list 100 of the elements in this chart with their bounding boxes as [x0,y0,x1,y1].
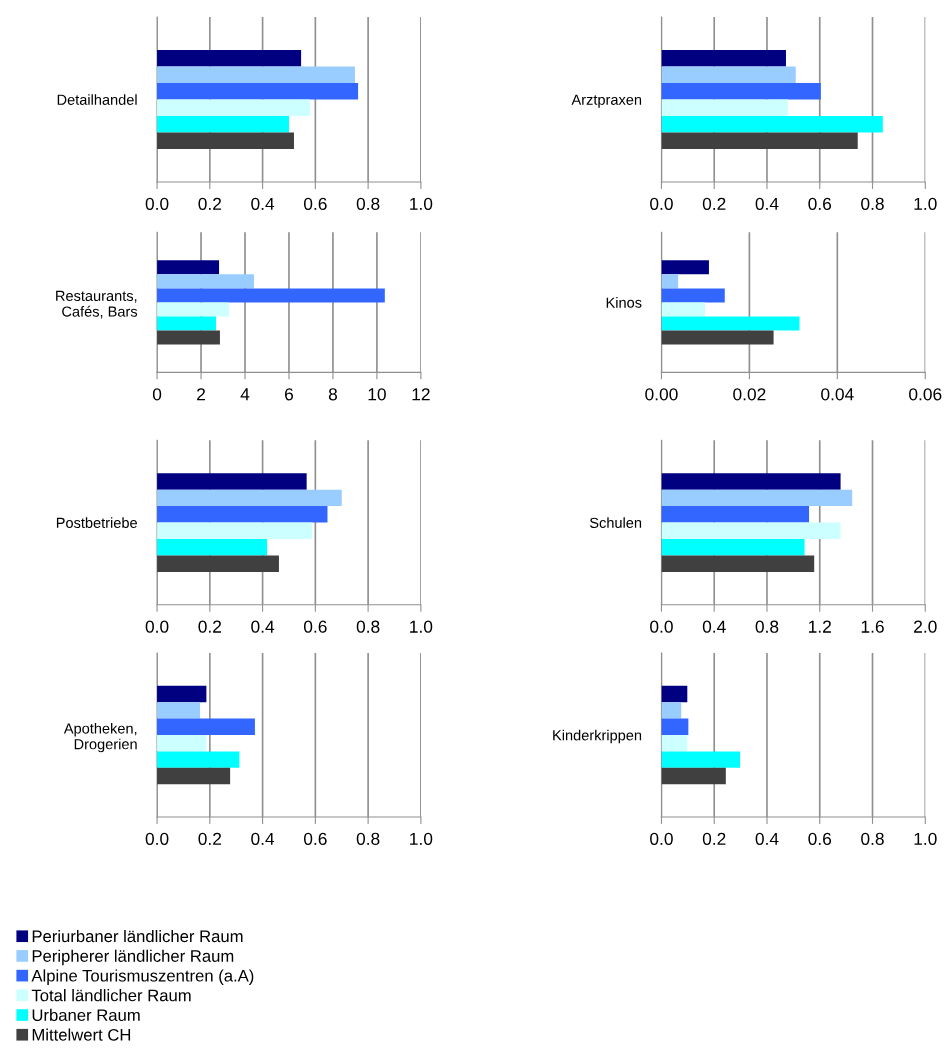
bar [157,735,207,752]
x-tick-label: 0.2 [702,832,726,845]
bar [157,82,359,100]
bar [157,702,201,719]
x-tick-label: 0.0 [650,832,673,845]
legend-label: Urbaner Raum [32,1008,140,1022]
bar [661,718,689,736]
x-tick-label: 10 [368,388,386,401]
x-tick-label: 1.0 [914,197,937,210]
bar [661,316,800,331]
x-tick-label: 12 [412,388,430,401]
bar [157,685,207,703]
x-tick-label: 8 [328,388,338,401]
y-tick-label: Schulen [589,517,642,528]
bar [661,473,841,490]
x-tick-label: 0.6 [303,832,327,845]
bar [661,538,805,556]
x-tick-label: 0.2 [198,620,222,633]
x-tick-label: 0.8 [356,832,380,845]
bar [661,751,741,768]
x-tick-label: 1.0 [410,620,433,633]
x-tick-label: 0.0 [145,832,169,845]
bar [157,538,268,556]
bar [661,330,774,345]
bar [157,302,229,317]
bar [661,489,853,507]
x-tick-label: 0.0 [145,197,169,210]
x-tick-label: 0.8 [861,197,884,210]
x-tick-label: 0.4 [755,197,779,210]
bar [661,260,709,275]
bar [661,767,726,785]
x-tick-label: 2 [197,388,205,401]
x-tick-label: 1.0 [410,197,433,210]
bar [661,302,705,317]
y-tick-label: Restaurants, Cafés, Bars [56,290,138,319]
x-tick-label: 0.4 [251,620,275,633]
x-tick-label: 1.2 [809,620,831,633]
y-tick-label: Detailhandel [57,94,137,105]
bar [157,767,231,785]
y-tick-label: Arztpraxen [571,94,642,108]
x-tick-label: 0.04 [821,388,854,401]
x-tick-label: 0.6 [303,197,327,210]
x-tick-label: 0.0 [145,620,169,633]
legend-label: Total ländlicher Raum [31,989,191,1002]
bar [661,82,821,100]
x-tick-label: 4 [240,388,250,401]
bar [157,555,279,572]
x-tick-label: 0.0 [650,197,673,210]
bar [661,274,679,289]
bar [157,99,311,116]
bar [157,132,294,149]
bar [661,115,883,133]
x-tick-label: 0 [152,388,162,401]
x-tick-label: 1.6 [861,620,884,633]
bar [661,66,796,83]
y-tick-label: Apotheken, Drogerien [63,722,137,753]
bar [157,751,240,768]
bar [157,489,342,507]
x-tick-label: 0.4 [702,620,726,633]
legend-label: Peripherer ländlicher Raum [32,949,234,966]
x-tick-label: 0.00 [645,388,678,401]
x-tick-label: 0.2 [198,832,222,845]
x-tick-label: 0.8 [356,197,380,210]
bar [661,99,788,116]
x-tick-label: 0.2 [198,197,222,210]
bar [661,555,815,572]
bar [157,288,385,303]
x-tick-label: 0.2 [702,197,726,210]
bar [157,316,216,331]
x-tick-label: 0.8 [356,620,380,633]
y-tick-label: Postbetriebe [56,517,137,528]
legend-label: Periurbaner ländlicher Raum [32,929,243,943]
x-tick-label: 0.02 [733,388,766,401]
x-tick-label: 0.06 [909,388,942,401]
x-tick-label: 0.4 [251,197,275,210]
x-tick-label: 2.0 [914,620,937,633]
x-tick-label: 1.0 [410,832,433,845]
y-tick-label: Kinos [606,297,642,308]
bar [661,702,682,719]
x-tick-label: 0.8 [755,620,779,633]
bar [157,66,355,83]
bar [661,49,786,67]
bar [661,685,688,703]
x-tick-label: 0.6 [808,832,832,845]
bar [157,330,220,345]
x-tick-label: 1.0 [914,832,937,845]
bar [661,506,810,523]
bar [157,274,255,289]
x-tick-label: 0.0 [650,620,673,633]
x-tick-label: 0.8 [861,832,884,845]
bar [157,49,302,67]
bar [157,115,289,133]
x-tick-label: 0.4 [755,832,779,845]
bar [157,522,313,539]
legend-label: Alpine Tourismuszentren (a.A) [31,969,254,985]
bar [157,260,220,275]
bar [661,522,841,539]
bar [157,718,255,736]
x-tick-label: 0.6 [303,620,327,633]
legend-label: Mittelwert CH [32,1028,131,1041]
